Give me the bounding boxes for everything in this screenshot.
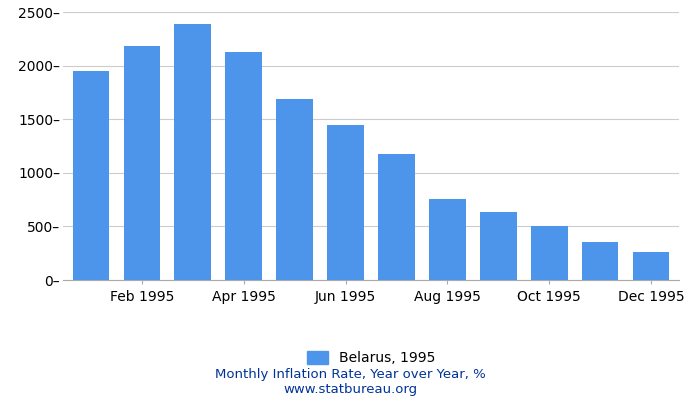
Bar xyxy=(633,252,669,280)
Bar xyxy=(225,52,262,280)
Bar xyxy=(73,71,109,280)
Bar xyxy=(124,46,160,280)
Legend: Belarus, 1995: Belarus, 1995 xyxy=(301,346,441,371)
Bar xyxy=(327,125,364,280)
Bar xyxy=(480,212,517,280)
Bar xyxy=(531,226,568,280)
Bar xyxy=(276,99,313,280)
Text: www.statbureau.org: www.statbureau.org xyxy=(283,383,417,396)
Bar xyxy=(429,199,466,280)
Bar xyxy=(174,24,211,280)
Bar xyxy=(378,154,415,280)
Bar xyxy=(582,242,618,280)
Text: Monthly Inflation Rate, Year over Year, %: Monthly Inflation Rate, Year over Year, … xyxy=(215,368,485,381)
